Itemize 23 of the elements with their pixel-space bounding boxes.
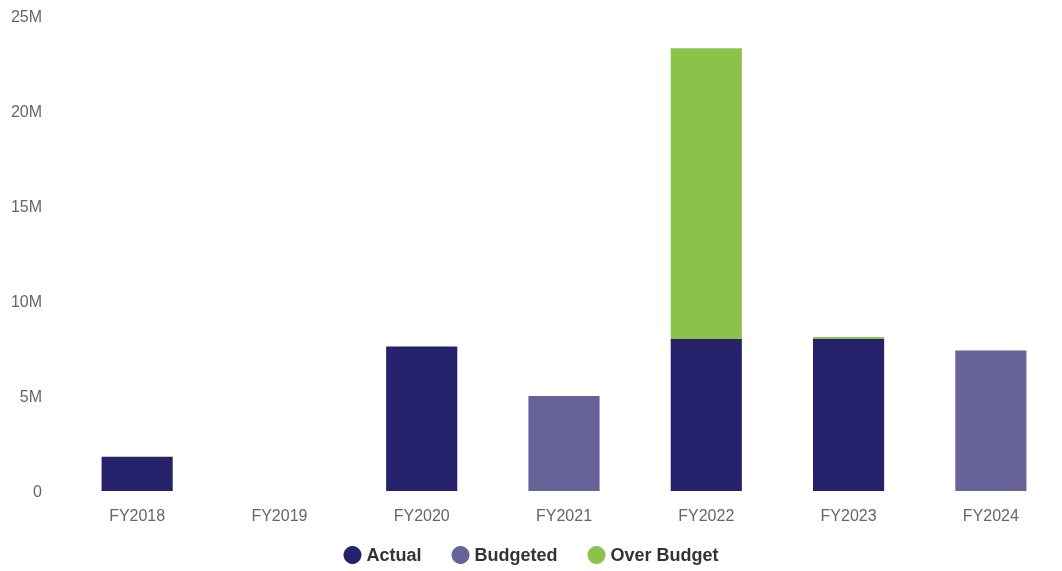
x-tick-label: FY2019 bbox=[251, 506, 308, 524]
y-tick-label: 0 bbox=[33, 482, 43, 500]
legend-label: Over Budget bbox=[610, 545, 719, 565]
bar bbox=[528, 396, 600, 491]
bar bbox=[955, 350, 1027, 491]
bar bbox=[670, 48, 742, 339]
y-tick-label: 25M bbox=[10, 7, 42, 25]
x-tick-label: FY2024 bbox=[962, 506, 1019, 524]
y-tick-label: 15M bbox=[10, 197, 42, 215]
bar bbox=[101, 456, 173, 491]
legend-label: Actual bbox=[366, 545, 422, 565]
x-tick-label: FY2020 bbox=[393, 506, 450, 524]
x-tick-label: FY2023 bbox=[820, 506, 877, 524]
y-tick-label: 20M bbox=[10, 102, 42, 120]
bar bbox=[386, 346, 458, 491]
x-tick-label: FY2022 bbox=[678, 506, 735, 524]
bar bbox=[813, 339, 885, 491]
x-tick-label: FY2021 bbox=[535, 506, 593, 524]
y-tick-label: 10M bbox=[10, 292, 42, 310]
legend-label: Budgeted bbox=[474, 545, 558, 565]
y-tick-label: 5M bbox=[19, 387, 42, 405]
bar bbox=[670, 339, 742, 491]
x-tick-label: FY2018 bbox=[109, 506, 166, 524]
